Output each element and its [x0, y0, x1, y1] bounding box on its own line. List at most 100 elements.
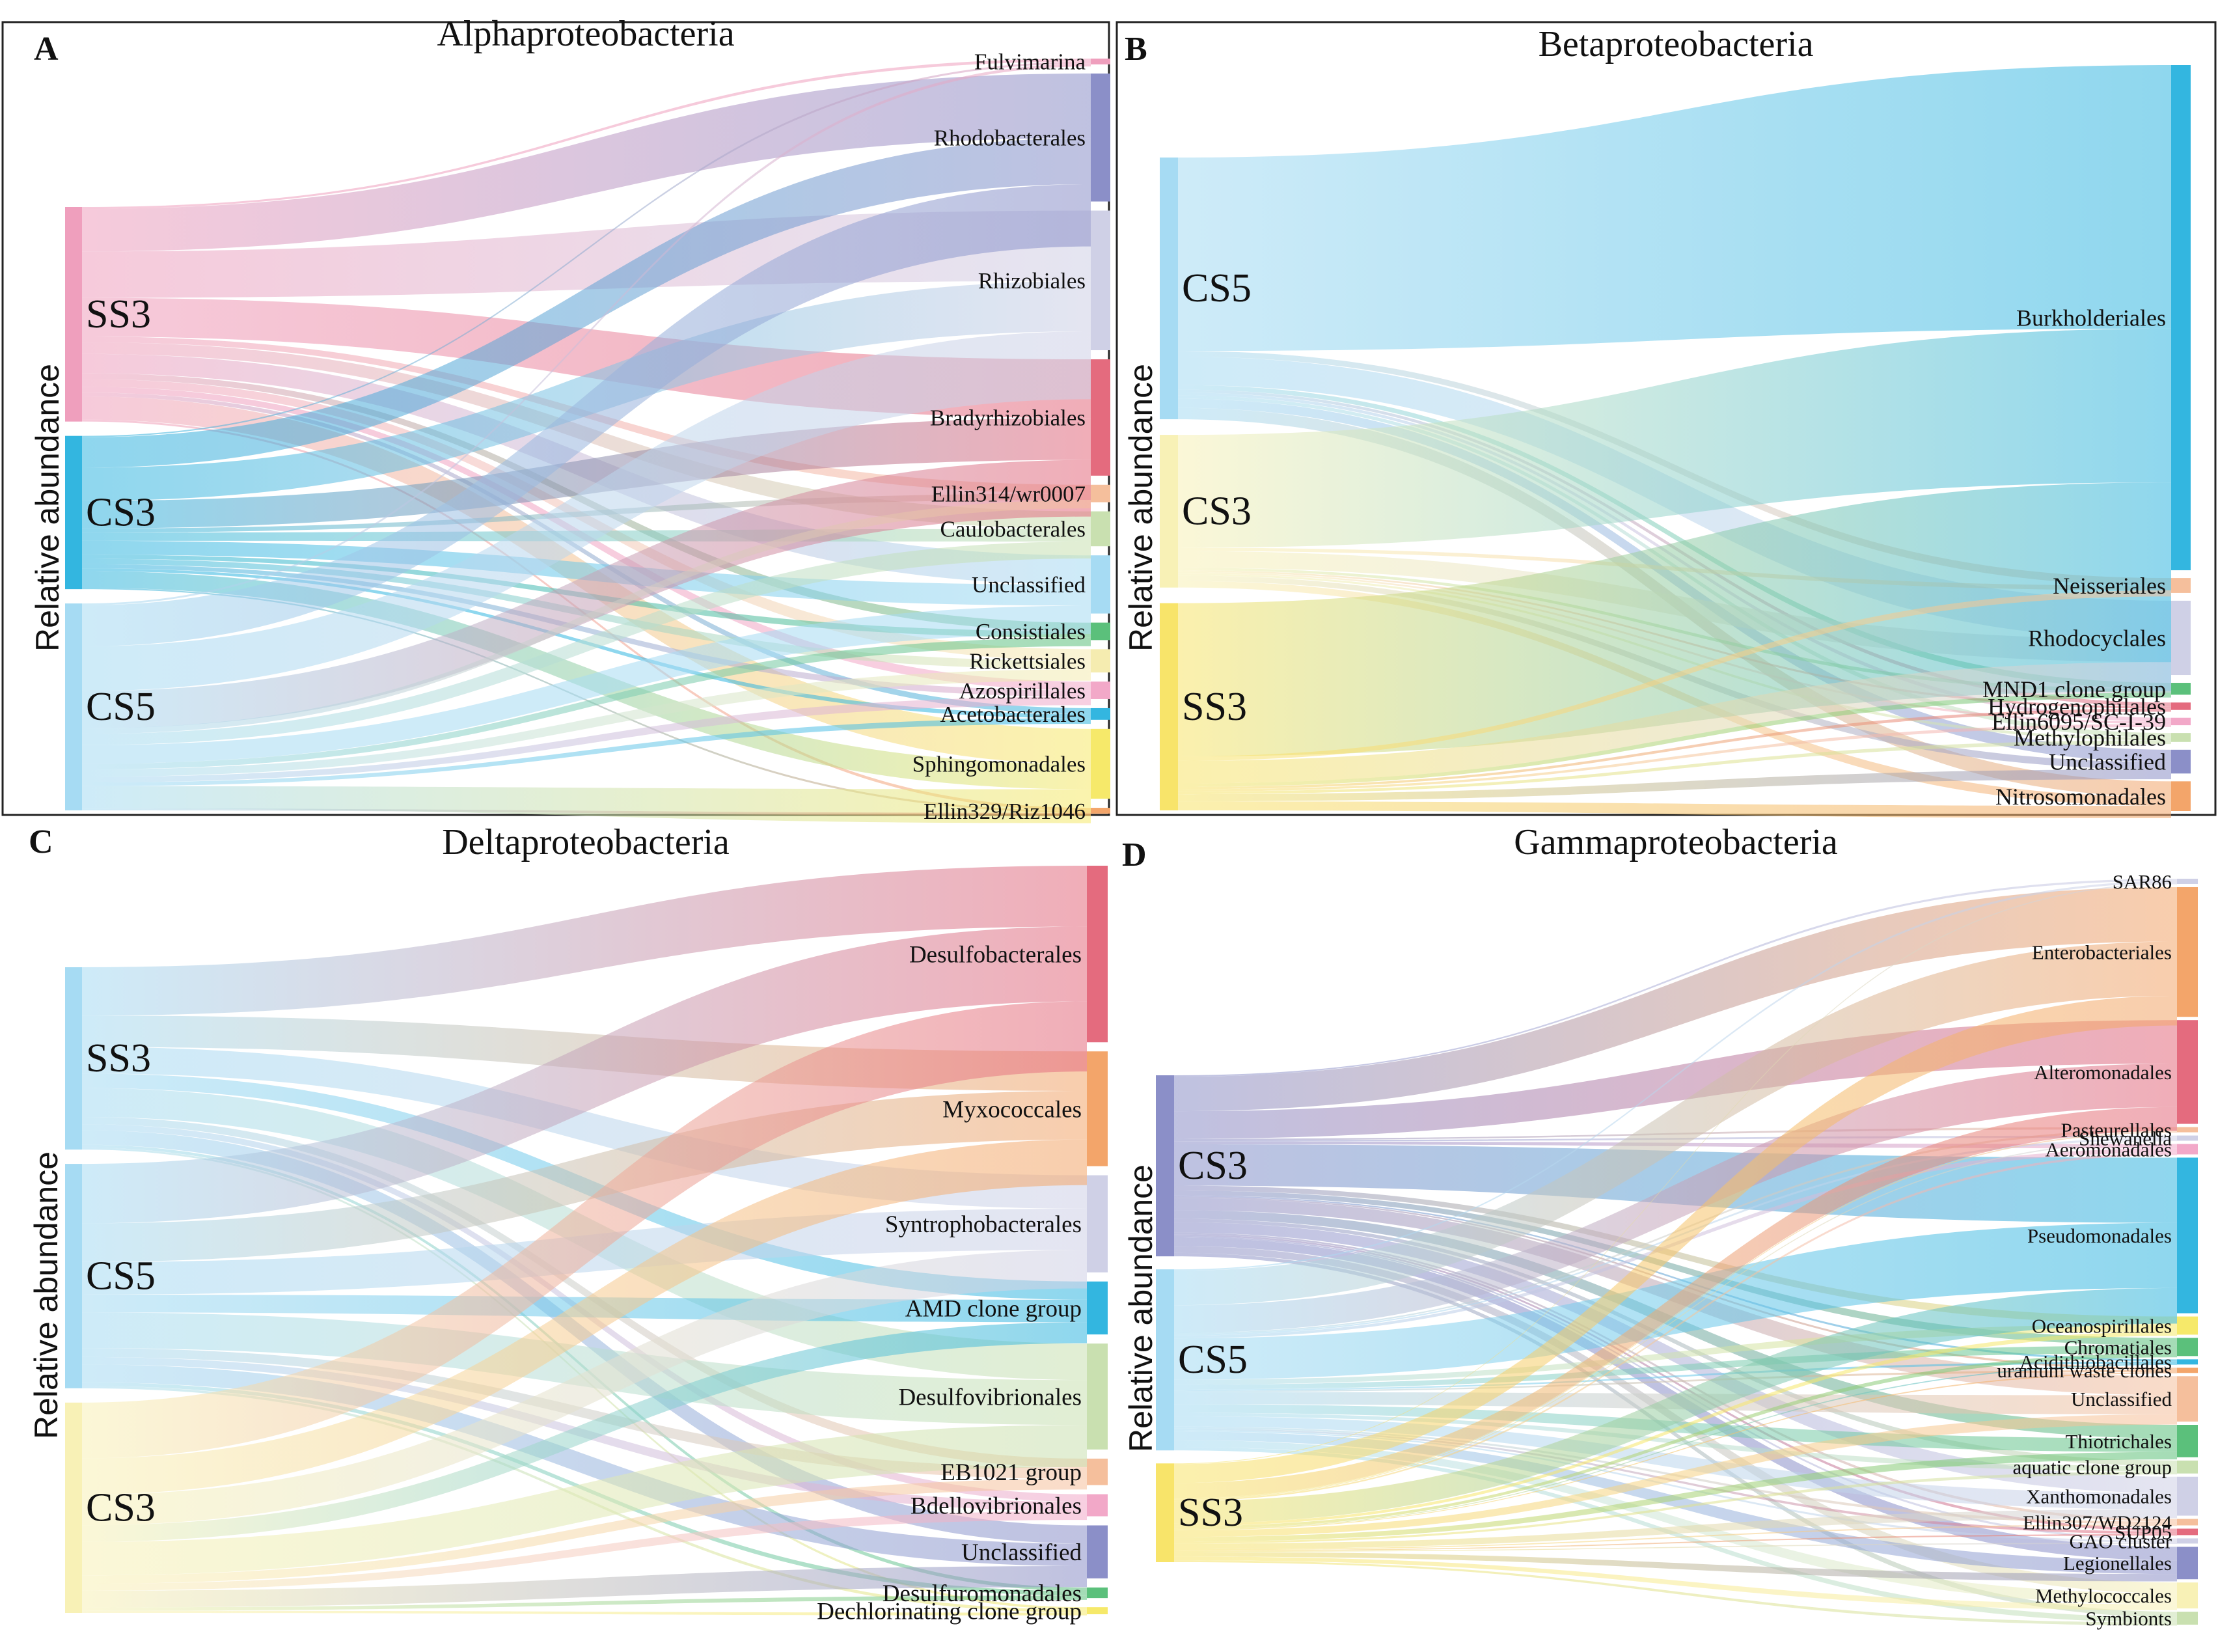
- source-label-cs3: CS3: [86, 490, 156, 534]
- source-node-cs5: [1156, 1269, 1174, 1451]
- link-cs5-to-ellin329-riz1046: [82, 808, 1091, 816]
- link-ss3-to-rhodobacterales: [82, 73, 1091, 252]
- target-label-bdellovibrionales: Bdellovibrionales: [910, 1493, 1082, 1519]
- panel-c: C Deltaproteobacteria Relative abundance…: [28, 822, 1108, 1625]
- link-ss3-to-neisseriales: [1178, 590, 2171, 761]
- link-ss3-to-unclassified: [1174, 1414, 2177, 1537]
- link-cs3-to-myxococcales: [82, 1139, 1087, 1495]
- link-cs5-to-methylococcales: [1174, 1440, 2177, 1604]
- link-cs5-to-acetobacterales: [82, 718, 1091, 786]
- link-cs5-to-sar86: [1174, 881, 2177, 1271]
- target-node-pasteurellales: [2177, 1127, 2198, 1133]
- panel-d-title: Gammaproteobacteria: [1514, 822, 1838, 862]
- target-node-desulfobacterales: [1087, 866, 1108, 1043]
- target-node-rhodobacterales: [1091, 73, 1110, 202]
- link-cs3-to-oceanospirillales: [1174, 1185, 2177, 1325]
- link-cs5-to-sup05: [1174, 1428, 2177, 1534]
- link-cs3-to-sup05: [1174, 1234, 2177, 1532]
- target-node-desulfovibrionales: [1087, 1343, 1108, 1450]
- link-ss3-to-ellin6095-sc-i-39: [1178, 724, 2171, 792]
- link-cs5-to-alteromonadales: [1174, 1063, 2177, 1333]
- target-node-legionellales: [2177, 1547, 2198, 1580]
- target-node-rhodocyclales: [2171, 600, 2191, 676]
- target-label-thiotrichales: Thiotrichales: [2065, 1430, 2172, 1453]
- target-node-enterobacteriales: [2177, 887, 2198, 1017]
- panel-b-nodes: CS5 CS3 SS3 Burkholderiales Neisseriales Rhod…: [1160, 65, 2191, 811]
- target-node-methylophilales: [2171, 733, 2191, 742]
- link-ss3-to-pseudomonadales: [1174, 1287, 2177, 1524]
- source-label-ss3: SS3: [86, 292, 151, 337]
- target-node-eb1021-group: [1087, 1458, 1108, 1485]
- link-cs5-to-unclassified: [82, 605, 1091, 764]
- link-cs3-to-sar86: [1174, 879, 2177, 1077]
- link-cs5-to-chromatiales: [1174, 1345, 2177, 1390]
- target-node-chromatiales: [2177, 1338, 2198, 1356]
- source-node-cs3: [65, 435, 82, 590]
- target-node-amd-clone-group: [1087, 1281, 1108, 1335]
- panel-a-links: [82, 59, 1091, 823]
- link-ss3-to-thiotrichales: [1174, 1452, 2177, 1542]
- panel-d-y-axis-label: Relative abundance: [1123, 1164, 1159, 1452]
- source-label-cs3: CS3: [86, 1485, 156, 1530]
- target-node-syntrophobacterales: [1087, 1175, 1108, 1273]
- link-cs3-to-azospirillales: [82, 564, 1091, 697]
- target-node-sphingomonadales: [1091, 728, 1110, 799]
- link-ss3-to-sar86: [1174, 883, 2177, 1465]
- target-label-uranium-waste-clones: uranium waste clones: [1997, 1359, 2172, 1382]
- link-ss3-to-chromatiales: [1174, 1353, 2177, 1529]
- target-label-legionellales: Legionellales: [2063, 1552, 2172, 1575]
- target-label-gao-cluster: GAO cluster: [2069, 1530, 2172, 1552]
- target-node-acidithiobacillales: [2177, 1359, 2198, 1365]
- target-label-bradyrhizobiales: Bradyrhizobiales: [930, 406, 1086, 431]
- target-label-alteromonadales: Alteromonadales: [2034, 1061, 2172, 1084]
- link-cs5-to-rhizobiales: [82, 331, 1091, 691]
- link-cs3-to-unclassified: [82, 540, 1091, 606]
- source-label-ss3: SS3: [86, 1036, 151, 1081]
- link-ss3-to-mnd1-clone-group: [1178, 693, 2171, 788]
- link-ss3-to-nitrosomonadales: [1178, 801, 2171, 818]
- target-label-desulfovibrionales: Desulfovibrionales: [898, 1384, 1082, 1411]
- link-ss3-to-methylophilales: [1178, 740, 2171, 795]
- target-label-unclassified: Unclassified: [961, 1539, 1082, 1566]
- link-cs5-to-consistiales: [82, 637, 1091, 769]
- target-label-xanthomonadales: Xanthomonadales: [2026, 1485, 2172, 1507]
- source-node-cs5: [65, 603, 82, 810]
- link-cs5-to-azospirillales: [82, 696, 1091, 783]
- panel-d: D Gammaproteobacteria Relative abundance…: [1122, 822, 2198, 1630]
- target-label-acetobacterales: Acetobacterales: [940, 702, 1086, 727]
- link-cs5-to-symbionts: [1174, 1446, 2177, 1623]
- target-node-ellin329-riz1046: [1091, 808, 1110, 814]
- target-node-mnd1-clone-group: [2171, 683, 2191, 695]
- link-cs3-to-enterobacteriales: [1174, 887, 2177, 1112]
- target-node-aquatic-clone-group: [2177, 1460, 2198, 1474]
- panel-c-title: Deltaproteobacteria: [442, 822, 730, 862]
- source-label-cs5: CS5: [1182, 266, 1252, 310]
- link-ss3-to-sup05: [1174, 1534, 2177, 1551]
- target-label-aeromonadales: Aeromonadales: [2045, 1138, 2172, 1161]
- panel-c-nodes: SS3 CS5 CS3 Desulfobacterales Myxococcales Sy…: [65, 866, 1108, 1625]
- link-cs3-to-bdellovibrionales: [82, 1511, 1087, 1591]
- link-cs3-to-dechlorinating-clone-group: [82, 1610, 1087, 1616]
- target-node-uranium-waste-clones: [2177, 1368, 2198, 1373]
- target-node-consistiales: [1091, 622, 1110, 640]
- target-label-sphingomonadales: Sphingomonadales: [912, 752, 1086, 777]
- target-node-nitrosomonadales: [2171, 781, 2191, 811]
- source-node-ss3: [65, 207, 82, 422]
- link-cs5-to-desulfobacterales: [82, 926, 1087, 1224]
- source-label-ss3: SS3: [1178, 1491, 1243, 1535]
- panel-b: B Betaproteobacteria Relative abundance …: [1116, 21, 2217, 818]
- target-node-shewanella: [2177, 1135, 2198, 1141]
- target-label-unclassified: Unclassified: [2049, 749, 2166, 775]
- target-label-hydrogenophilales: Hydrogenophilales: [1988, 694, 2166, 720]
- link-cs5-to-unclassified: [82, 1364, 1087, 1567]
- link-cs5-to-rickettsiales: [82, 669, 1091, 777]
- target-label-acidithiobacillales: Acidithiobacillales: [2019, 1351, 2172, 1373]
- link-ss3-to-acetobacterales: [82, 392, 1091, 714]
- target-label-desulfobacterales: Desulfobacterales: [909, 942, 1082, 969]
- link-cs5-to-desulfovibrionales: [82, 1312, 1087, 1425]
- link-ss3-to-gao-cluster: [1174, 1543, 2177, 1552]
- link-cs5-to-acidithiobacillales: [1174, 1361, 2177, 1391]
- target-node-thiotrichales: [2177, 1425, 2198, 1457]
- link-cs3-to-chromatiales: [1174, 1190, 2177, 1346]
